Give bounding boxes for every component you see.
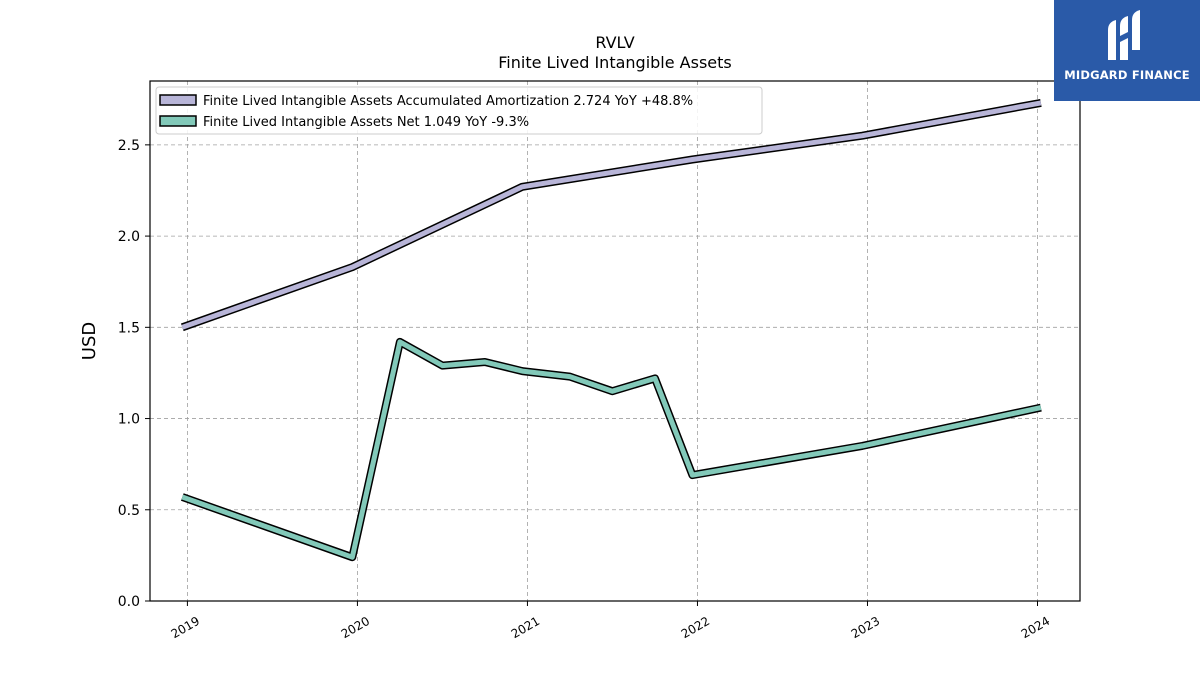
y-axis-label: USD: [79, 322, 100, 360]
midgard-finance-logo: MIDGARD FINANCE: [1054, 0, 1200, 101]
y-tick-label: 1.5: [118, 320, 140, 336]
legend-label-1: Finite Lived Intangible Assets Net 1.049…: [203, 115, 529, 130]
y-tick-label: 1.0: [118, 412, 140, 428]
y-tick-label: 0.0: [118, 594, 140, 610]
series-line-outline-0: [180, 98, 1042, 332]
legend-label-0: Finite Lived Intangible Assets Accumulat…: [203, 94, 693, 109]
x-axis: 2019 2020 2021 2022 2023 2024: [169, 601, 1052, 641]
legend: Finite Lived Intangible Assets Accumulat…: [155, 86, 763, 135]
x-tick-label: 2023: [849, 614, 882, 641]
series-line-outline-1: [180, 337, 1042, 562]
series-line-0: [181, 100, 1042, 330]
chart-title: RVLV: [595, 33, 634, 52]
y-tick-label: 2.0: [118, 229, 140, 245]
x-tick-label: 2019: [169, 614, 202, 641]
series-layer: [180, 98, 1042, 562]
midgard-logo-icon: [1108, 10, 1140, 60]
legend-box: [155, 86, 763, 135]
y-tick-label: 0.5: [118, 503, 140, 519]
x-tick-label: 2021: [509, 614, 542, 641]
grid: [150, 81, 1080, 601]
legend-swatch-0: [159, 94, 197, 106]
x-tick-label: 2022: [679, 614, 712, 641]
legend-swatch-1: [159, 115, 197, 127]
x-tick-label: 2024: [1019, 614, 1052, 641]
series-line-1: [181, 339, 1042, 560]
plot-frame: [149, 80, 1081, 602]
logo-text: MIDGARD FINANCE: [1064, 68, 1190, 82]
y-axis: 0.0 0.5 1.0 1.5 2.0 2.5: [118, 138, 150, 610]
y-tick-label: 2.5: [118, 138, 140, 154]
x-tick-label: 2020: [339, 614, 372, 641]
chart-subtitle: Finite Lived Intangible Assets: [498, 53, 731, 72]
